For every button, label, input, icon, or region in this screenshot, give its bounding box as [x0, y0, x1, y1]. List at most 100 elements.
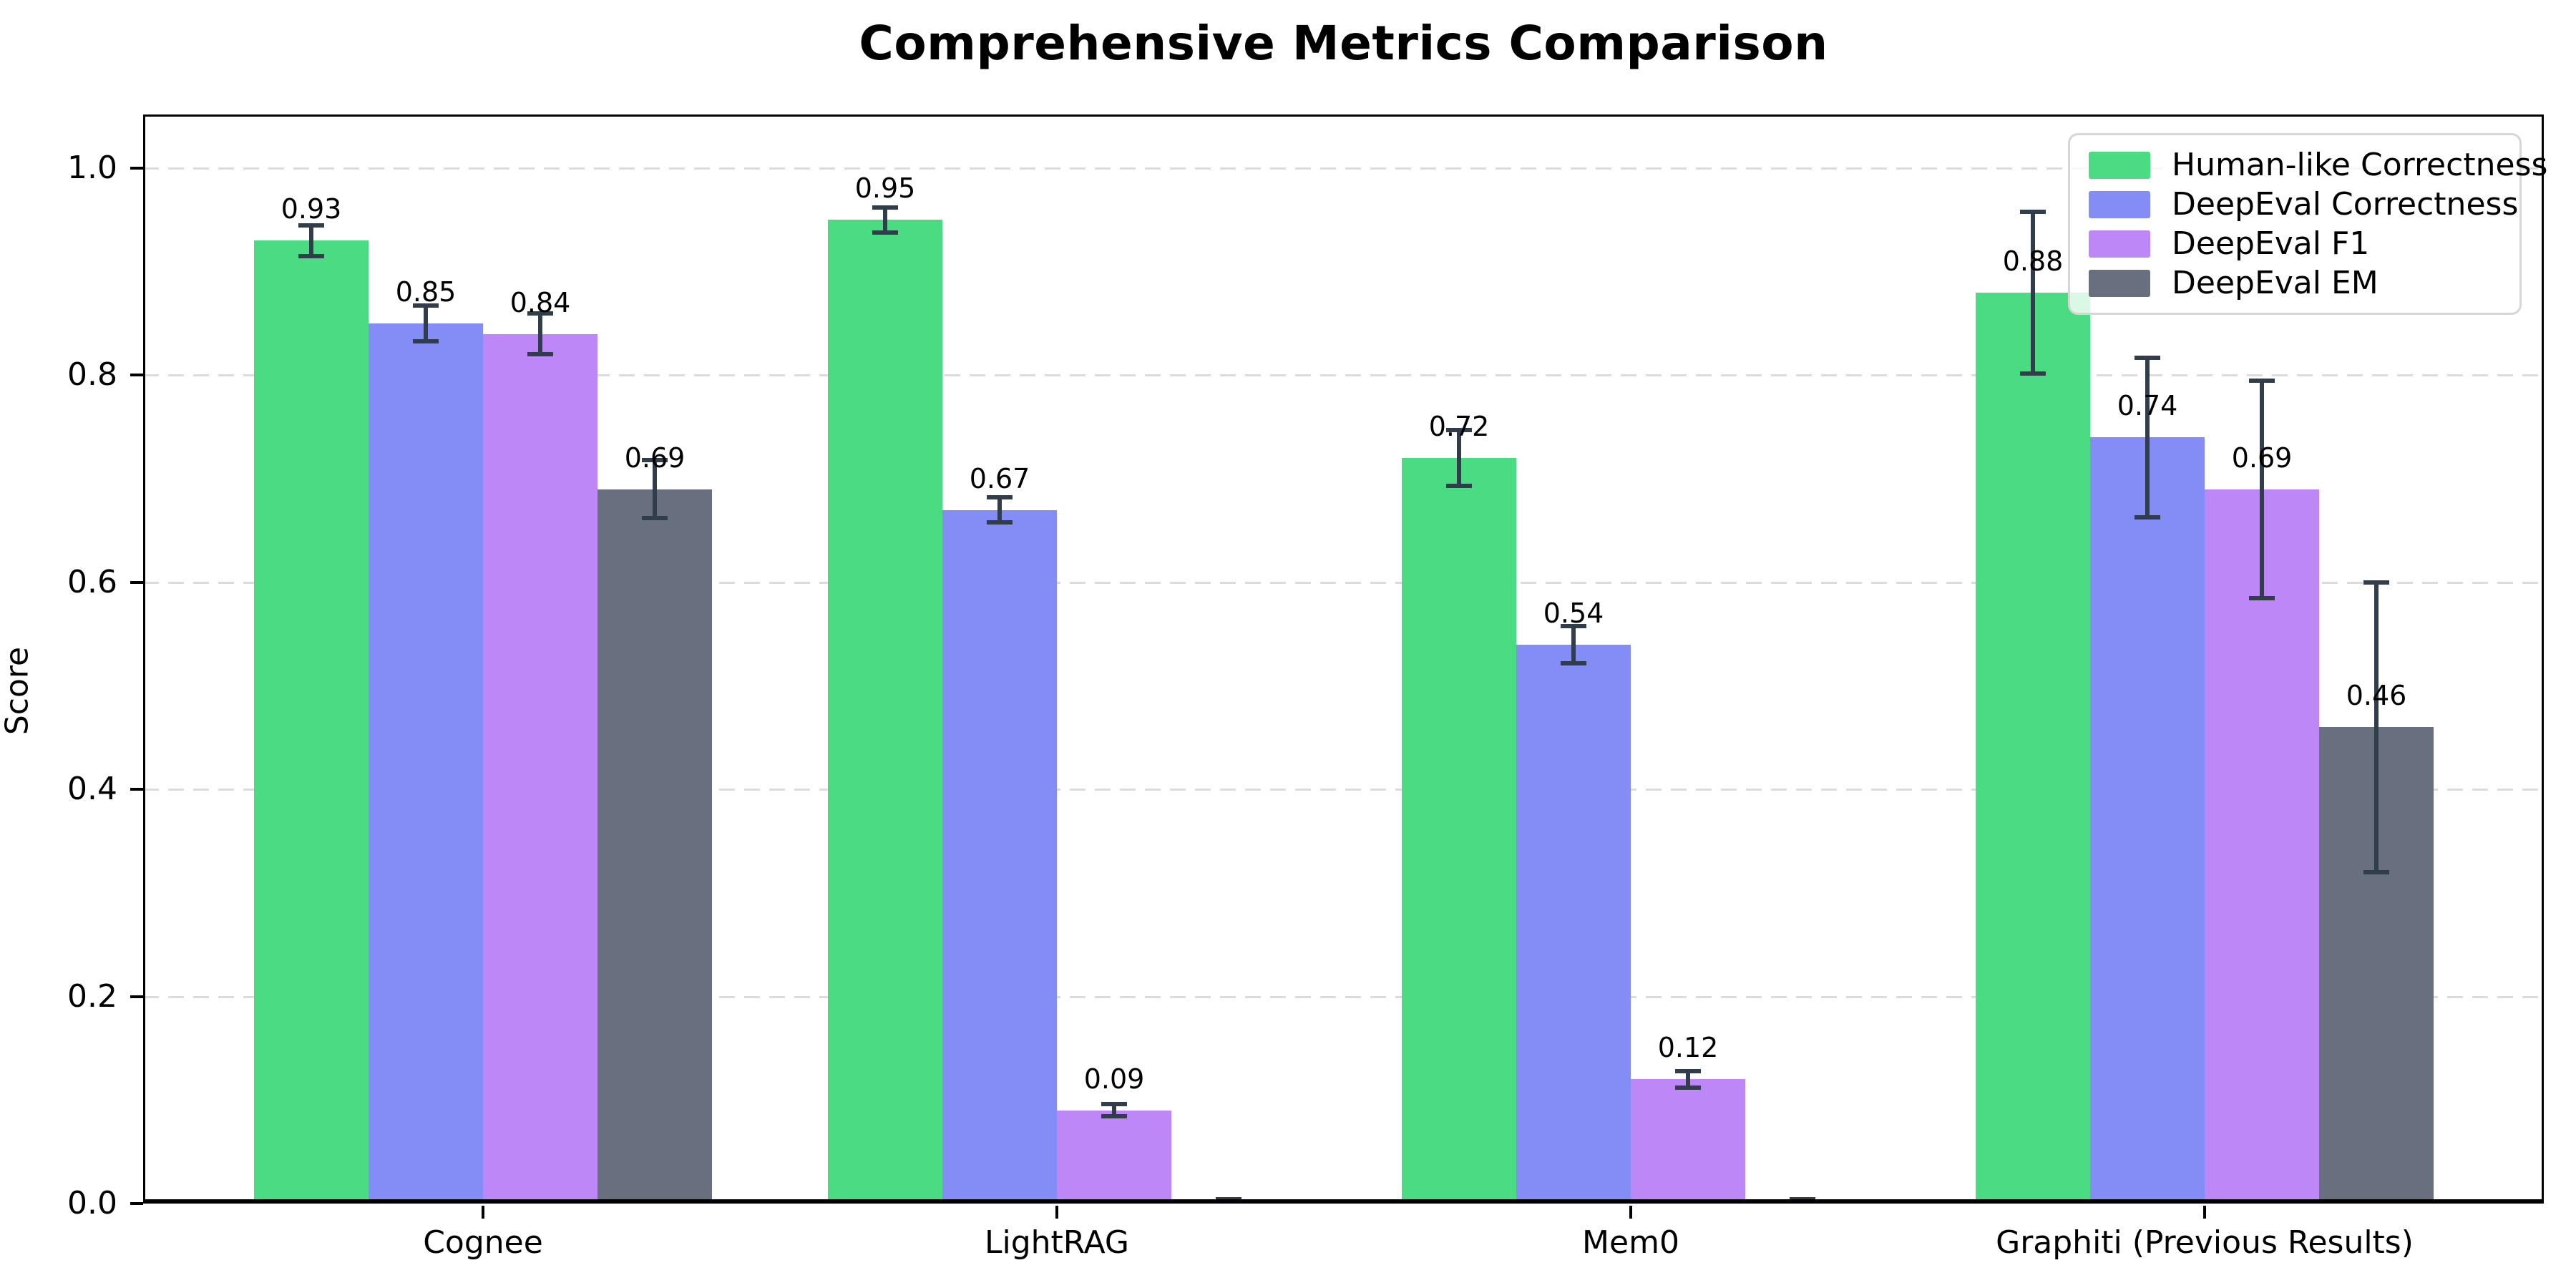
legend-item: Human-like Correctness: [2089, 147, 2547, 183]
bar-deepeval-correctness-0: [369, 323, 483, 1204]
legend-item: DeepEval F1: [2089, 225, 2501, 262]
error-bar-cap-top: [1216, 1197, 1241, 1202]
gridline-1: [143, 167, 2544, 170]
chart-title: Comprehensive Metrics Comparison: [859, 16, 1828, 71]
x-tick-mark: [1629, 1206, 1632, 1219]
error-bar-cap-top: [987, 495, 1013, 500]
error-bar-line: [2145, 357, 2150, 517]
bar-deepeval-f1-3: [2205, 489, 2319, 1204]
error-bar-cap-top: [2249, 378, 2275, 383]
error-bar-line: [883, 207, 887, 233]
error-bar-cap-top: [2135, 355, 2160, 360]
bar-value-label: 0.93: [280, 193, 342, 225]
x-tick-label-3: Graphiti (Previous Results): [1996, 1224, 2414, 1261]
error-bar-cap-top: [527, 311, 553, 316]
bar-deepeval-correctness-1: [942, 510, 1057, 1204]
y-tick-label: 0.6: [67, 563, 117, 600]
bar-value-label: 0.54: [1543, 597, 1604, 629]
error-bar-line: [997, 497, 1002, 522]
y-tick-mark: [130, 167, 143, 170]
error-bar-cap-top: [1790, 1197, 1815, 1202]
error-bar-cap-bottom: [2363, 869, 2389, 874]
error-bar-cap-top: [2363, 580, 2389, 585]
y-tick-label: 0.8: [67, 356, 117, 394]
error-bar-line: [538, 313, 542, 355]
error-bar-cap-bottom: [642, 516, 668, 521]
bar-human-like-correctness-3: [1976, 293, 2090, 1204]
error-bar-line: [424, 306, 428, 341]
x-tick-mark: [1055, 1206, 1058, 1219]
legend-label: Human-like Correctness: [2172, 147, 2548, 183]
error-bar-cap-bottom: [2135, 514, 2160, 519]
legend-swatch: [2089, 190, 2150, 218]
legend-item: DeepEval EM: [2089, 265, 2501, 301]
error-bar-cap-top: [872, 205, 898, 210]
legend-label: DeepEval F1: [2172, 225, 2370, 262]
y-tick-label: 0.2: [67, 977, 117, 1015]
bar-deepeval-f1-2: [1631, 1079, 1745, 1204]
bar-human-like-correctness-0: [254, 240, 369, 1204]
bar-value-label: 0.74: [2117, 390, 2178, 422]
error-bar-line: [1571, 625, 1576, 663]
bar-human-like-correctness-2: [1402, 458, 1516, 1204]
error-bar-cap-top: [1446, 428, 1472, 433]
x-tick-label-1: LightRAG: [984, 1224, 1130, 1261]
error-bar-cap-bottom: [1101, 1114, 1127, 1119]
bar-value-label: 0.95: [854, 172, 916, 205]
error-bar-cap-top: [642, 458, 668, 463]
error-bar-cap-bottom: [2020, 371, 2046, 376]
error-bar-cap-bottom: [2249, 595, 2275, 600]
error-bar-cap-top: [1101, 1102, 1127, 1107]
legend: Human-like Correctness DeepEval Correctne…: [2068, 133, 2547, 315]
y-tick-label: 0.4: [67, 771, 117, 808]
bar-value-label: 0.69: [2231, 441, 2293, 474]
bar-value-label: 0.67: [969, 462, 1030, 494]
x-tick-label-0: Cognee: [423, 1224, 543, 1261]
error-bar-cap-bottom: [1561, 660, 1586, 665]
legend-label: DeepEval Correctness: [2172, 186, 2519, 223]
error-bar-line: [1112, 1104, 1116, 1117]
bar-value-label: 0.69: [624, 441, 686, 474]
error-bar-cap-bottom: [298, 253, 324, 258]
error-bar-cap-top: [2020, 209, 2046, 214]
error-bar-line: [2374, 582, 2379, 872]
error-bar-cap-bottom: [413, 338, 439, 343]
error-bar-line: [2260, 380, 2264, 598]
x-tick-mark: [482, 1206, 484, 1219]
error-bar-line: [1457, 430, 1461, 487]
x-tick-mark: [2203, 1206, 2206, 1219]
y-tick-label: 1.0: [67, 150, 117, 186]
bar-value-label: 0.12: [1657, 1032, 1719, 1064]
bar-deepeval-f1-1: [1057, 1111, 1171, 1204]
error-bar-cap-bottom: [1446, 484, 1472, 489]
error-bar-cap-bottom: [527, 352, 553, 357]
y-tick-label: 0.0: [67, 1185, 117, 1221]
error-bar-cap-top: [1561, 623, 1586, 628]
bar-deepeval-correctness-3: [2090, 437, 2205, 1204]
error-bar-line: [309, 225, 313, 256]
error-bar-cap-top: [1675, 1068, 1701, 1073]
gridline-0.6: [143, 581, 2544, 584]
gridline-0.2: [143, 995, 2544, 998]
bar-value-label: 0.88: [2002, 245, 2064, 277]
legend-item: DeepEval Correctness: [2089, 186, 2518, 223]
error-bar-line: [2031, 211, 2035, 374]
error-bar-cap-bottom: [987, 519, 1013, 525]
error-bar-line: [1686, 1070, 1690, 1088]
bar-deepeval-em-0: [597, 489, 712, 1204]
error-bar-cap-top: [413, 303, 439, 308]
bar-value-label: 0.46: [2346, 680, 2407, 712]
y-tick-mark: [130, 1202, 143, 1205]
bar-deepeval-correctness-2: [1516, 645, 1631, 1204]
gridline-0.4: [143, 789, 2544, 791]
y-tick-mark: [130, 580, 143, 584]
y-tick-mark: [130, 374, 143, 377]
y-tick-mark: [130, 995, 143, 998]
error-bar-line: [653, 460, 657, 519]
bar-deepeval-f1-0: [483, 334, 597, 1204]
legend-swatch: [2089, 230, 2150, 258]
bar-value-label: 0.09: [1083, 1063, 1145, 1095]
bar-value-label: 0.72: [1428, 411, 1490, 443]
legend-label: DeepEval EM: [2172, 265, 2379, 301]
